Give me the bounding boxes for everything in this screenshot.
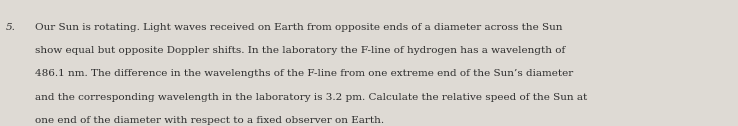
Text: Our Sun is rotating. Light waves received on Earth from opposite ends of a diame: Our Sun is rotating. Light waves receive… — [35, 23, 563, 32]
Text: 5.: 5. — [6, 23, 15, 32]
Text: show equal but opposite Doppler shifts. In the laboratory the F-line of hydrogen: show equal but opposite Doppler shifts. … — [35, 46, 565, 55]
Text: 486.1 nm. The difference in the wavelengths of the F-line from one extreme end o: 486.1 nm. The difference in the waveleng… — [35, 69, 573, 78]
Text: one end of the diameter with respect to a fixed observer on Earth.: one end of the diameter with respect to … — [35, 116, 384, 125]
Text: and the corresponding wavelength in the laboratory is 3.2 pm. Calculate the rela: and the corresponding wavelength in the … — [35, 93, 587, 102]
